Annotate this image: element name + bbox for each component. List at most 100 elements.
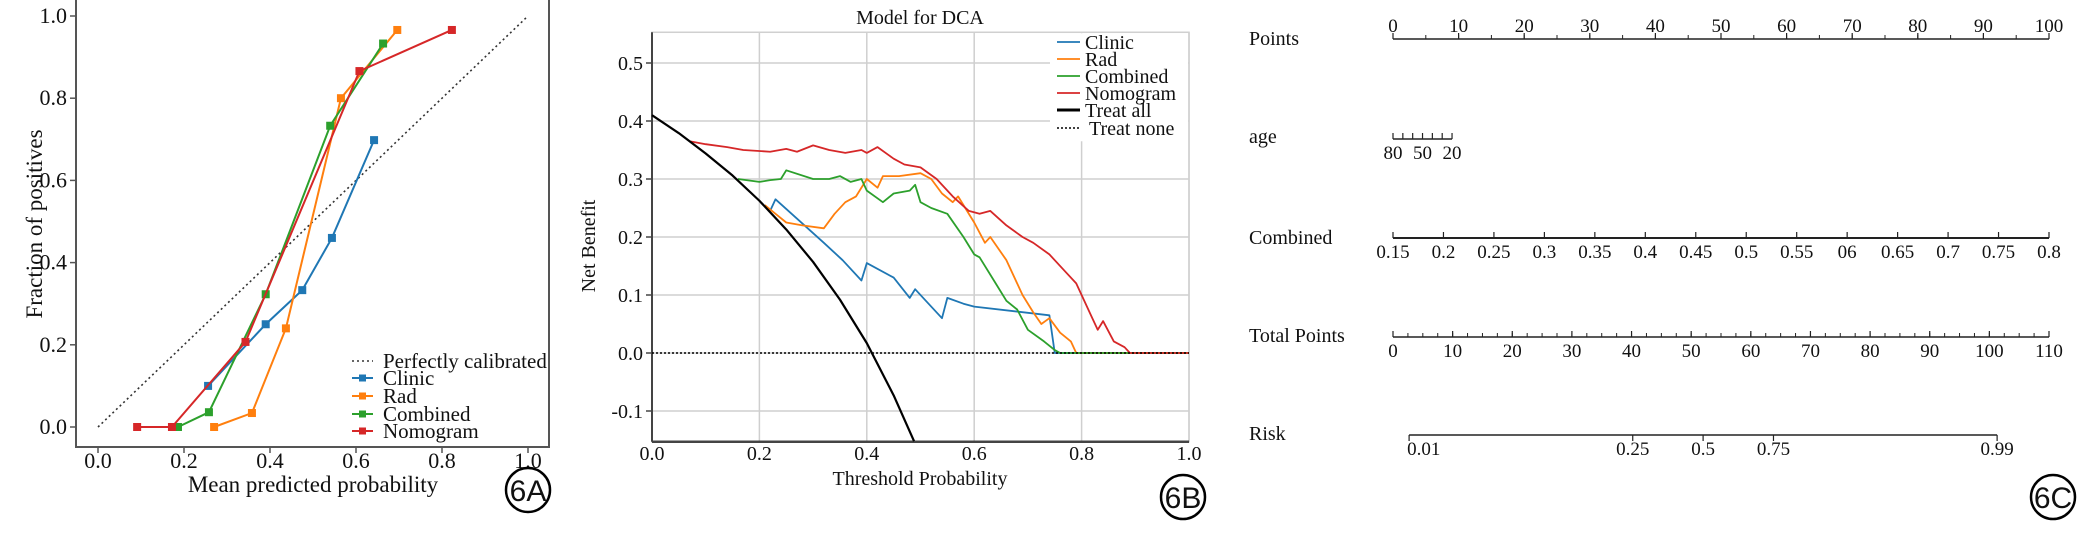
tick-label: 50	[1712, 16, 1731, 37]
tick-label: 60	[1777, 16, 1796, 37]
tick-label: 30	[1580, 16, 1599, 37]
tick-label: 0.4	[1633, 242, 1657, 263]
panel-label-text: 6B	[1165, 482, 1202, 515]
tick-label: 20	[1503, 341, 1522, 362]
tick-label: 10	[1449, 16, 1468, 37]
tick-label: 0.65	[1881, 242, 1914, 263]
tick-label: 90	[1920, 341, 1939, 362]
y-tick-label: -0.1	[611, 401, 643, 423]
legend-marker	[359, 374, 366, 382]
data-point-rad	[281, 324, 290, 333]
series-line-nomogram	[689, 140, 1189, 354]
tick-label: 80	[1908, 16, 1927, 37]
nomogram-row-points: Points 0 10 20 30 40 50 60 70 80 90 100	[1249, 16, 2063, 50]
y-tick-label: 0.3	[618, 169, 643, 191]
data-point-rad	[393, 25, 402, 34]
tick-label: 0	[1388, 341, 1398, 362]
tick-label: 70	[1801, 341, 1820, 362]
y-tick-label: 0.4	[618, 111, 643, 133]
tick-label: 0.3	[1533, 242, 1557, 263]
tick-label: 50	[1682, 341, 1701, 362]
data-point-clinic	[327, 233, 336, 242]
y-tick-label: 0.0	[40, 414, 68, 439]
y-tick-label: 0.0	[618, 343, 643, 365]
legend-label: Combined	[383, 402, 471, 426]
data-point-nomogram	[355, 67, 364, 76]
x-tick-label: 0.2	[747, 443, 772, 465]
tick-label: 40	[1622, 341, 1641, 362]
legend-label: Rad	[383, 384, 417, 408]
tick-label: 100	[2035, 16, 2064, 37]
tick-label: 70	[1843, 16, 1862, 37]
panel-label: 6B	[1159, 473, 1207, 521]
tick-label: 0.8	[2037, 242, 2061, 263]
y-tick-label: 0.8	[40, 85, 68, 110]
series-line-clinic	[207, 139, 375, 387]
tick-label: 0.5	[1734, 242, 1758, 263]
x-tick-label: 0.6	[962, 443, 987, 465]
tick-label: 80	[1861, 341, 1880, 362]
data-point-combined	[204, 408, 213, 417]
tick-label: 0.25	[1477, 242, 1510, 263]
data-point-nomogram	[167, 423, 176, 431]
y-axis-label: Fraction of positives	[22, 129, 47, 318]
legend-label: Perfectly calibrated	[383, 349, 547, 373]
x-tick-label: 0.2	[170, 448, 198, 473]
panel-label-circle	[504, 466, 552, 514]
y-tick-label: 0.2	[40, 332, 68, 357]
legend-label: Rad	[1085, 49, 1117, 71]
tick-label: 0.25	[1616, 439, 1649, 460]
y-tick-label: 0.5	[618, 53, 643, 75]
panel-label-text: 6C	[2034, 482, 2072, 515]
tick-label: 0.7	[1936, 242, 1960, 263]
tick-label: 100	[1975, 341, 2004, 362]
x-tick-label: 1.0	[1177, 443, 1202, 465]
tick-label: 0.5	[1691, 439, 1715, 460]
tick-label: 20	[1515, 16, 1534, 37]
x-tick-label: 0.4	[854, 443, 879, 465]
series-line-combined	[177, 42, 384, 428]
tick-label: 80	[1384, 143, 1403, 164]
data-point-combined	[326, 121, 335, 130]
tick-label: 0.35	[1578, 242, 1611, 263]
data-point-nomogram	[241, 337, 250, 346]
legend-marker	[359, 427, 366, 435]
tick-label: 06	[1838, 242, 1857, 263]
x-tick-label: 0.4	[256, 448, 284, 473]
nomogram-row-combined: Combined 0.15 0.2 0.25 0.3 0.35 0.4 0.45 0.5 0.55…	[1249, 227, 2061, 263]
dca-plot: 0.0 0.2 0.4 0.6 0.8 1.0 -0.1 0.0 0.1 0.2 0.3 0.4 0.5…	[578, 7, 1202, 490]
tick-label: 60	[1741, 341, 1760, 362]
legend-label: Treat all	[1085, 100, 1152, 122]
row-label: Total Points	[1249, 325, 1345, 347]
legend-label: Treat none	[1089, 118, 1174, 140]
data-point-rad	[336, 94, 345, 103]
nomogram-row-total-points: Total Points 0 10 20 30 40 50 60 70 80 90 100 110	[1249, 325, 2063, 362]
panel-label-text: 6A	[510, 475, 547, 508]
row-label: Combined	[1249, 227, 1332, 249]
data-point-nomogram	[447, 25, 456, 34]
y-tick-label: 0.2	[618, 227, 643, 249]
x-tick-label: 0.0	[84, 448, 112, 473]
data-point-clinic	[261, 320, 270, 329]
tick-label: 30	[1562, 341, 1581, 362]
tick-label: 20	[1443, 143, 1462, 164]
x-tick-label: 0.6	[342, 448, 370, 473]
x-axis-label: Mean predicted probability	[188, 472, 439, 497]
legend-label: Combined	[1085, 66, 1168, 88]
tick-label: 0.45	[1679, 242, 1712, 263]
tick-label: 0	[1388, 16, 1398, 37]
panel-label: 6C	[2029, 473, 2077, 521]
y-tick-label: 1.0	[40, 3, 68, 28]
series-line-combined	[737, 169, 1189, 354]
data-point-clinic	[370, 136, 379, 145]
tick-label: 0.01	[1407, 439, 1440, 460]
tick-label: 0.99	[1980, 439, 2013, 460]
calibration-plot: 0.0 0.2 0.4 0.6 0.8 1.00.00.20.40.60.81.0Mean…	[22, 0, 550, 497]
reference-line-perfectly-calibrated	[97, 15, 529, 428]
series-line-clinic	[769, 198, 1189, 354]
legend-label: Nomogram	[1085, 83, 1177, 105]
chart-title: Model for DCA	[856, 7, 984, 29]
